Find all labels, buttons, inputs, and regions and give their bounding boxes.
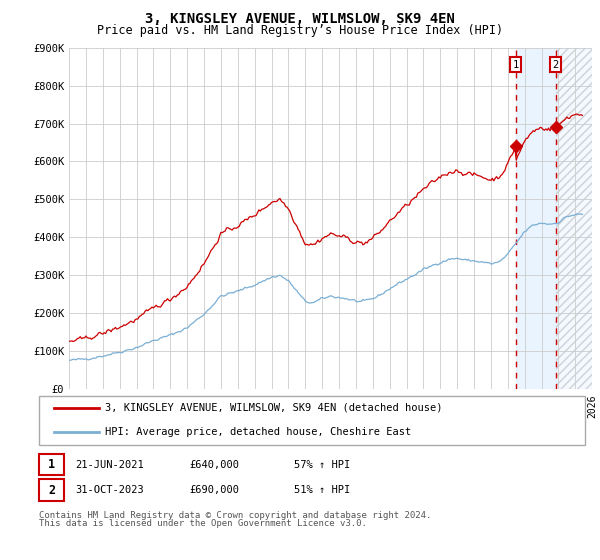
- Text: 1: 1: [48, 458, 55, 472]
- Text: 3, KINGSLEY AVENUE, WILMSLOW, SK9 4EN: 3, KINGSLEY AVENUE, WILMSLOW, SK9 4EN: [145, 12, 455, 26]
- Bar: [516, 48, 556, 389]
- Text: 2: 2: [553, 60, 559, 69]
- Text: 51% ↑ HPI: 51% ↑ HPI: [294, 485, 350, 495]
- Text: 2: 2: [48, 483, 55, 497]
- Text: 1: 1: [512, 60, 519, 69]
- Text: This data is licensed under the Open Government Licence v3.0.: This data is licensed under the Open Gov…: [39, 519, 367, 528]
- Text: HPI: Average price, detached house, Cheshire East: HPI: Average price, detached house, Ches…: [105, 427, 411, 437]
- Bar: [556, 48, 592, 389]
- Text: Contains HM Land Registry data © Crown copyright and database right 2024.: Contains HM Land Registry data © Crown c…: [39, 511, 431, 520]
- Bar: [556, 48, 592, 389]
- Text: £690,000: £690,000: [189, 485, 239, 495]
- Text: 31-OCT-2023: 31-OCT-2023: [75, 485, 144, 495]
- Text: £640,000: £640,000: [189, 460, 239, 470]
- Text: Price paid vs. HM Land Registry’s House Price Index (HPI): Price paid vs. HM Land Registry’s House …: [97, 24, 503, 37]
- Text: 57% ↑ HPI: 57% ↑ HPI: [294, 460, 350, 470]
- Text: 3, KINGSLEY AVENUE, WILMSLOW, SK9 4EN (detached house): 3, KINGSLEY AVENUE, WILMSLOW, SK9 4EN (d…: [105, 403, 443, 413]
- Text: 21-JUN-2021: 21-JUN-2021: [75, 460, 144, 470]
